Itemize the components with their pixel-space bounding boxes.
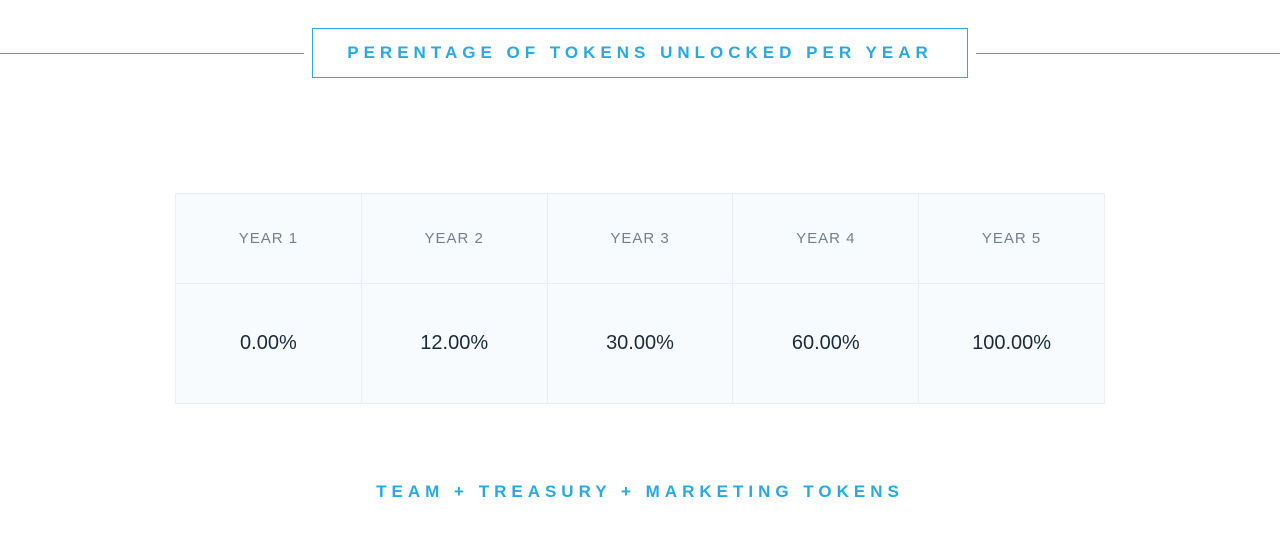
cell-year3: 30.00% bbox=[547, 284, 733, 404]
cell-year5: 100.00% bbox=[919, 284, 1105, 404]
title-box: PERENTAGE OF TOKENS UNLOCKED PER YEAR bbox=[312, 28, 968, 78]
col-header-year3: YEAR 3 bbox=[547, 194, 733, 284]
table-row: 0.00% 12.00% 30.00% 60.00% 100.00% bbox=[176, 284, 1105, 404]
col-header-year5: YEAR 5 bbox=[919, 194, 1105, 284]
caption-row: TEAM + TREASURY + MARKETING TOKENS bbox=[0, 482, 1280, 502]
cell-year4: 60.00% bbox=[733, 284, 919, 404]
title-row: PERENTAGE OF TOKENS UNLOCKED PER YEAR bbox=[0, 0, 1280, 78]
cell-year2: 12.00% bbox=[361, 284, 547, 404]
table-header-row: YEAR 1 YEAR 2 YEAR 3 YEAR 4 YEAR 5 bbox=[176, 194, 1105, 284]
col-header-year2: YEAR 2 bbox=[361, 194, 547, 284]
cell-year1: 0.00% bbox=[176, 284, 362, 404]
unlock-table: YEAR 1 YEAR 2 YEAR 3 YEAR 4 YEAR 5 0.00%… bbox=[175, 193, 1105, 404]
title-rule-left bbox=[0, 53, 304, 54]
caption-text: TEAM + TREASURY + MARKETING TOKENS bbox=[376, 482, 904, 501]
col-header-year4: YEAR 4 bbox=[733, 194, 919, 284]
col-header-year1: YEAR 1 bbox=[176, 194, 362, 284]
title-rule-right bbox=[976, 53, 1280, 54]
page-title: PERENTAGE OF TOKENS UNLOCKED PER YEAR bbox=[347, 43, 933, 62]
unlock-table-wrap: YEAR 1 YEAR 2 YEAR 3 YEAR 4 YEAR 5 0.00%… bbox=[175, 193, 1105, 404]
